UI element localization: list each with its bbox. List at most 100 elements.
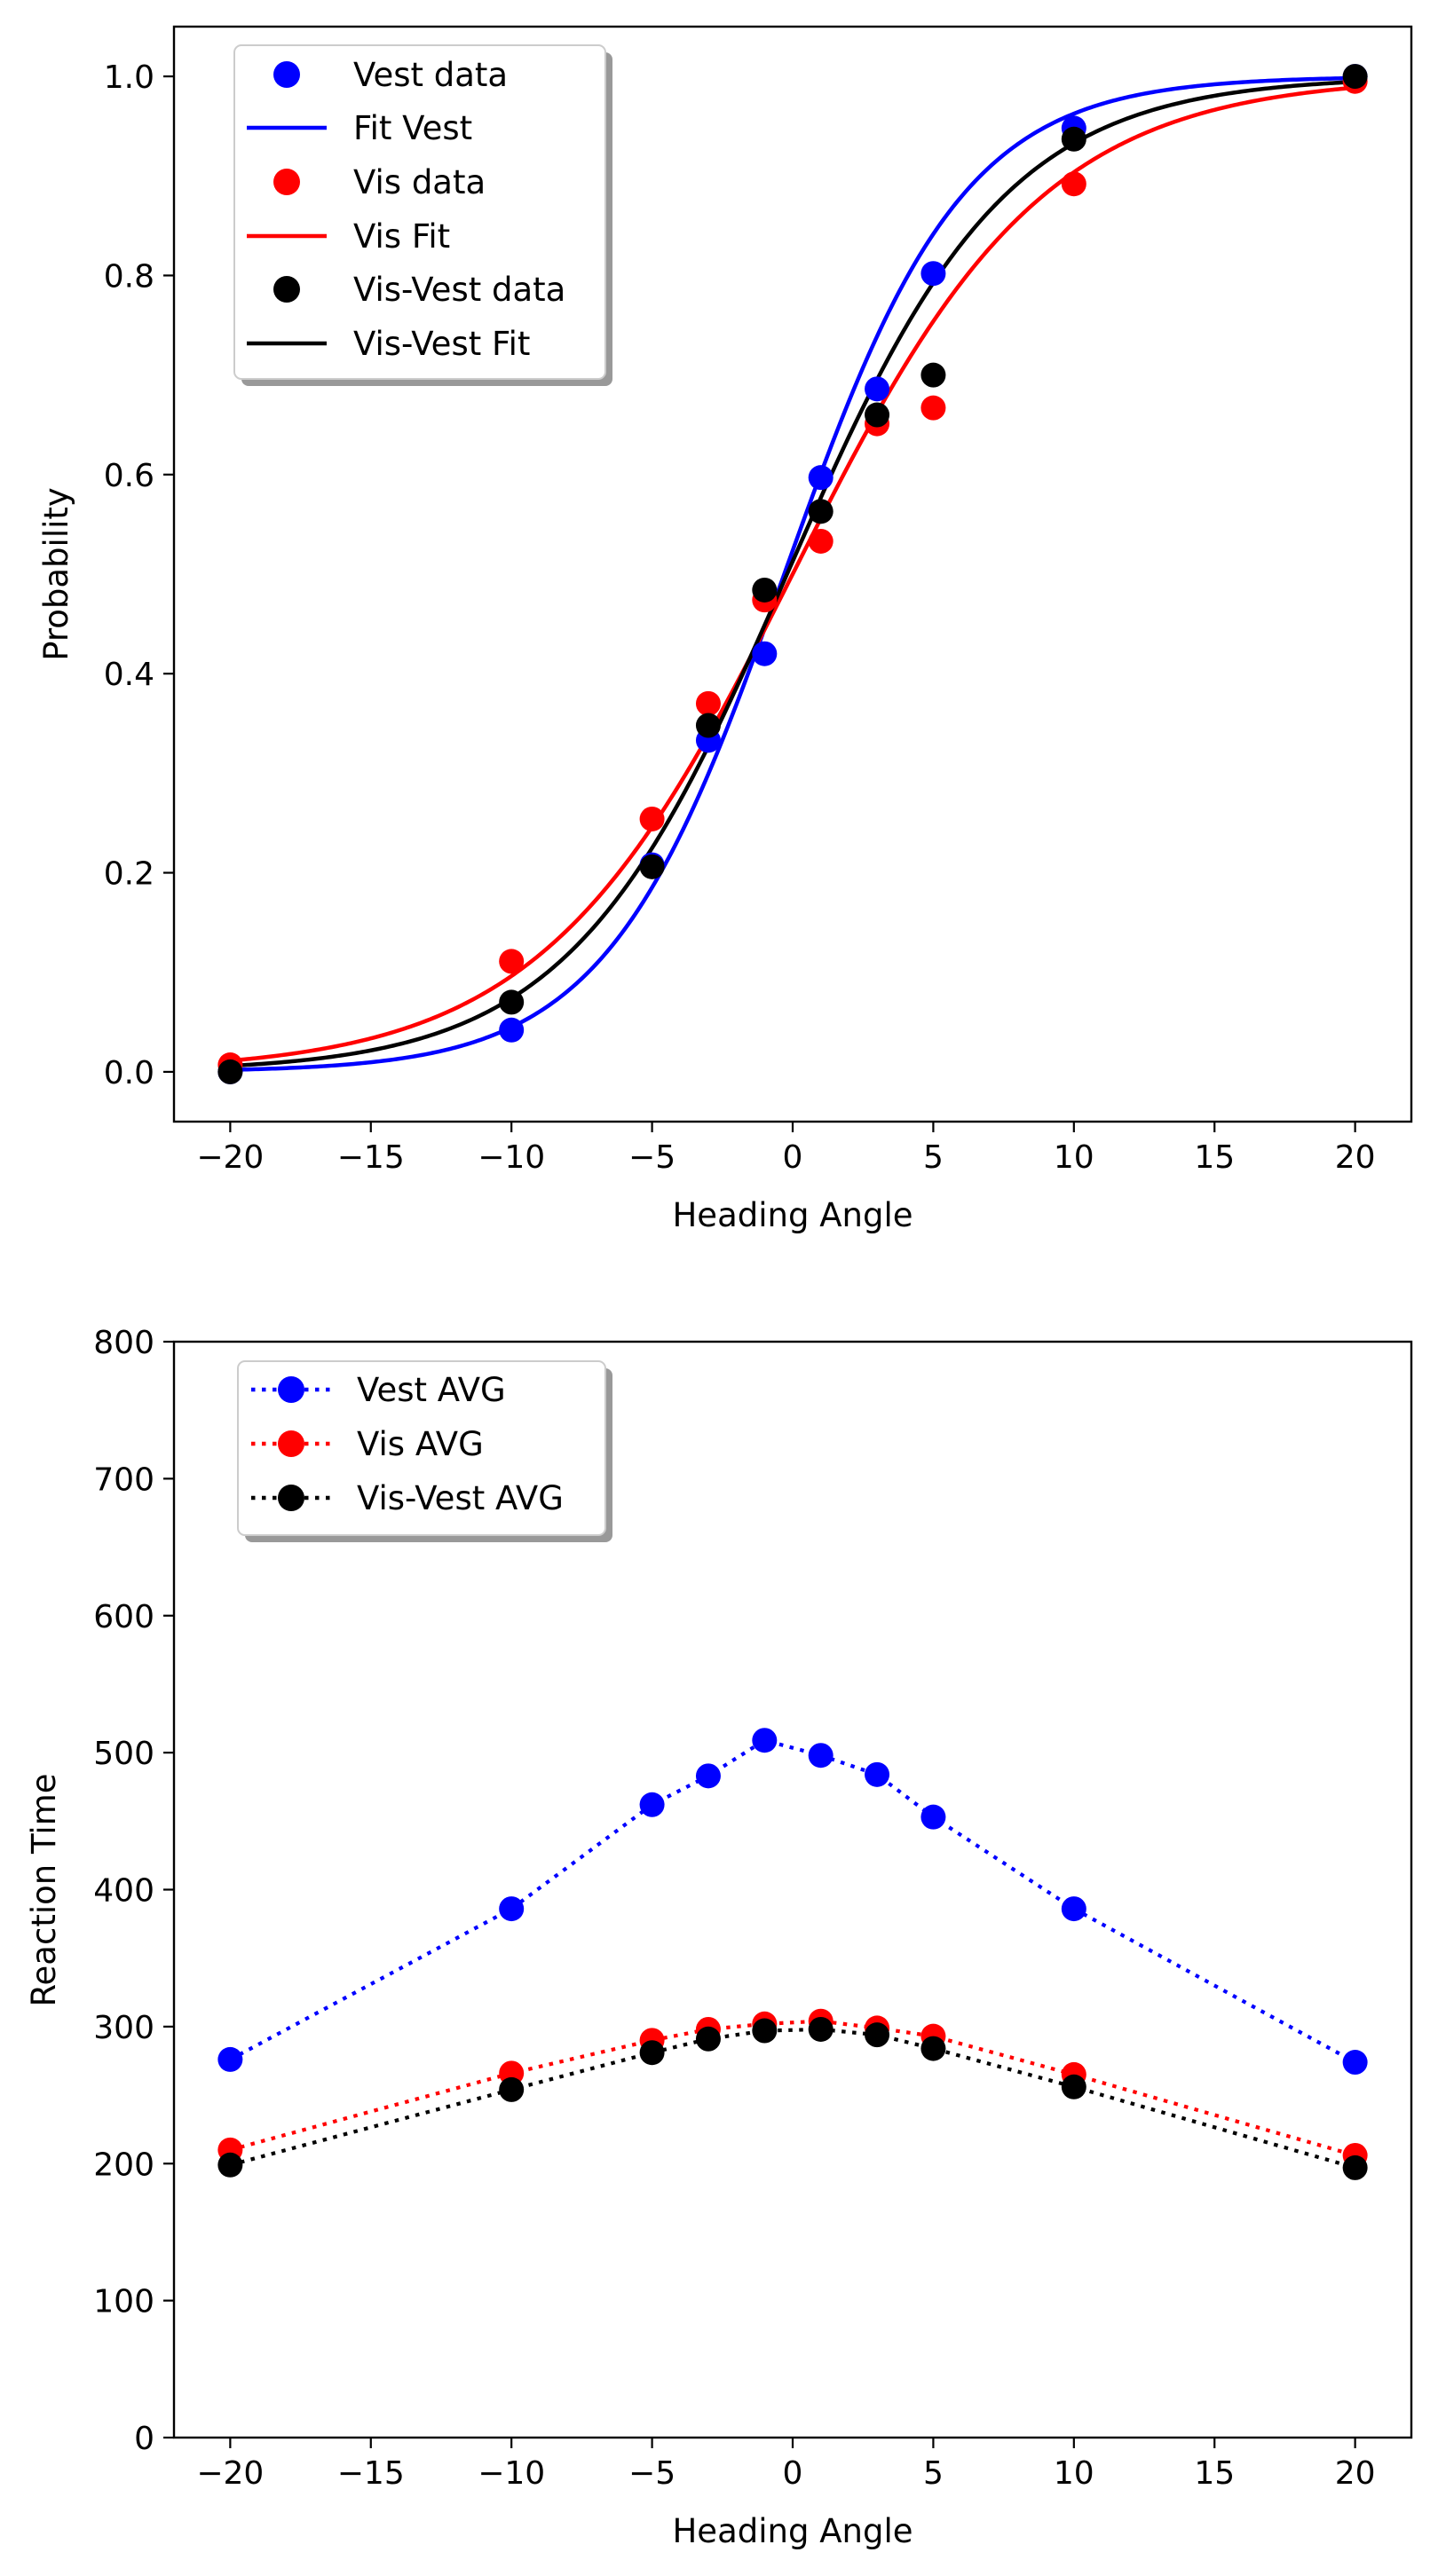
legend-entry-vis-vest-fit: Vis-Vest Fit xyxy=(247,325,530,363)
y-tick-label: 1.0 xyxy=(104,59,154,96)
point-vis-data xyxy=(1061,171,1086,197)
legend-label: Fit Vest xyxy=(353,109,472,147)
fit-curves xyxy=(230,75,1355,1072)
point-vest-data xyxy=(920,261,946,287)
legend-label: Vest AVG xyxy=(357,1371,506,1409)
y-tick-label: 400 xyxy=(93,1873,154,1910)
legend-entry-vest-avg: Vest AVG xyxy=(251,1371,506,1409)
legend-label: Vis AVG xyxy=(357,1425,484,1463)
x-tick-label: −10 xyxy=(478,1139,545,1176)
point-vis-vest-data xyxy=(1061,126,1086,152)
point-vis-vest-avg xyxy=(808,2016,834,2042)
fit-line-vis-fit xyxy=(230,85,1355,1063)
point-vis-vest-avg xyxy=(1061,2074,1086,2099)
legend-entry-fit-vest: Fit Vest xyxy=(247,109,472,147)
legend-label: Vis data xyxy=(353,163,486,201)
point-vis-data xyxy=(639,806,665,831)
legend-marker xyxy=(273,276,300,303)
x-tick-label: 5 xyxy=(923,2455,944,2492)
point-vis-vest-data xyxy=(808,499,834,524)
series-line-vis-avg xyxy=(229,2019,1356,2158)
x-tick-label: 15 xyxy=(1194,2455,1235,2492)
point-vest-avg xyxy=(499,1896,525,1922)
point-vest-avg xyxy=(217,2046,243,2072)
point-vest-data xyxy=(808,465,834,491)
legend-marker xyxy=(278,1430,304,1457)
point-vest-data xyxy=(499,1017,525,1043)
y-tick-label: 100 xyxy=(93,2284,154,2320)
y-tick-label: 300 xyxy=(93,2010,154,2046)
point-vis-vest-data xyxy=(639,854,665,879)
x-tick-label: 20 xyxy=(1335,2455,1376,2492)
legend: Vest data Fit Vest Vis data Vis Fit Vis-… xyxy=(233,44,612,386)
point-vis-vest-avg xyxy=(695,2026,721,2052)
x-tick-label: 5 xyxy=(923,1139,944,1176)
point-vis-vest-data xyxy=(1342,64,1368,90)
x-tick-label: −15 xyxy=(337,2455,405,2492)
x-tick-label: 20 xyxy=(1335,1139,1376,1176)
point-vis-vest-avg xyxy=(499,2076,525,2102)
legend-box xyxy=(237,1360,606,1536)
point-vis-vest-data xyxy=(865,402,890,428)
x-tick-label: −20 xyxy=(196,2455,264,2492)
legend-entry-vis-vest-data: Vis-Vest data xyxy=(273,271,565,309)
y-axis-ticks: 0 100 200 300 400 500 600 700 800 xyxy=(93,1325,174,2457)
point-vis-vest-avg xyxy=(752,2018,778,2044)
legend-entry-vis-vest-avg: Vis-Vest AVG xyxy=(251,1479,564,1517)
legend-marker xyxy=(278,1485,304,1511)
point-vis-vest-data xyxy=(499,989,525,1015)
x-tick-label: −5 xyxy=(628,1139,676,1176)
legend-label: Vis Fit xyxy=(353,217,450,256)
y-tick-label: 0.6 xyxy=(104,458,154,494)
probability-plot: −20 −15 −10 −5 0 5 10 15 20 0.0 0.2 0.4 0.6 0.8 1.0 H… xyxy=(37,25,1413,1234)
x-tick-label: 0 xyxy=(783,1139,803,1176)
legend-entry-vis-data: Vis data xyxy=(273,163,486,201)
x-axis-label: Heading Angle xyxy=(672,1196,913,1234)
point-vest-avg xyxy=(752,1728,778,1753)
y-tick-label: 0.4 xyxy=(104,657,154,693)
point-vest-avg xyxy=(695,1763,721,1789)
y-tick-label: 800 xyxy=(93,1325,154,1361)
point-vis-vest-data xyxy=(695,713,721,738)
legend-label: Vis-Vest AVG xyxy=(357,1479,564,1517)
legend: Vest AVG Vis AVG Vis-Vest AVG xyxy=(237,1360,612,1542)
point-vis-vest-data xyxy=(920,362,946,388)
legend-marker xyxy=(273,169,300,195)
point-vest-avg xyxy=(920,1804,946,1830)
legend-label: Vest data xyxy=(353,56,508,94)
x-tick-label: −10 xyxy=(478,2455,545,2492)
point-vest-avg xyxy=(1342,2050,1368,2076)
legend-marker xyxy=(278,1376,304,1403)
x-axis-ticks: −20 −15 −10 −5 0 5 10 15 20 xyxy=(196,2438,1376,2492)
x-axis-label: Heading Angle xyxy=(672,2512,913,2550)
point-vis-vest-avg xyxy=(217,2152,243,2178)
series-line-vest-avg xyxy=(229,1737,1356,2064)
point-vest-avg xyxy=(1061,1896,1086,1922)
legend-entry-vest-data: Vest data xyxy=(273,56,508,94)
x-tick-label: 15 xyxy=(1194,1139,1235,1176)
point-vest-data xyxy=(752,641,778,666)
y-tick-label: 0 xyxy=(134,2421,154,2457)
y-axis-label: Probability xyxy=(37,487,75,661)
legend-entry-vis-fit: Vis Fit xyxy=(247,217,450,256)
x-tick-label: −5 xyxy=(628,2455,676,2492)
series-lines xyxy=(229,1737,1356,2170)
data-points xyxy=(217,64,1368,1084)
point-vest-avg xyxy=(808,1743,834,1769)
point-vis-data xyxy=(695,690,721,716)
point-vis-vest-avg xyxy=(1342,2155,1368,2180)
point-vis-vest-avg xyxy=(639,2040,665,2066)
point-vest-avg xyxy=(865,1761,890,1787)
x-tick-label: 10 xyxy=(1054,1139,1094,1176)
point-vis-vest-avg xyxy=(920,2036,946,2061)
legend-box xyxy=(233,44,606,380)
y-axis-label: Reaction Time xyxy=(25,1773,63,2006)
reaction-time-plot: −20 −15 −10 −5 0 5 10 15 20 0 100 200 300 400 500 600 7… xyxy=(25,1325,1413,2550)
fit-line-fit-vest xyxy=(230,75,1355,1072)
point-vis-data xyxy=(920,395,946,421)
x-tick-label: 10 xyxy=(1054,2455,1094,2492)
y-axis-ticks: 0.0 0.2 0.4 0.6 0.8 1.0 xyxy=(104,59,174,1091)
y-tick-label: 600 xyxy=(93,1599,154,1635)
data-points xyxy=(217,1728,1368,2180)
